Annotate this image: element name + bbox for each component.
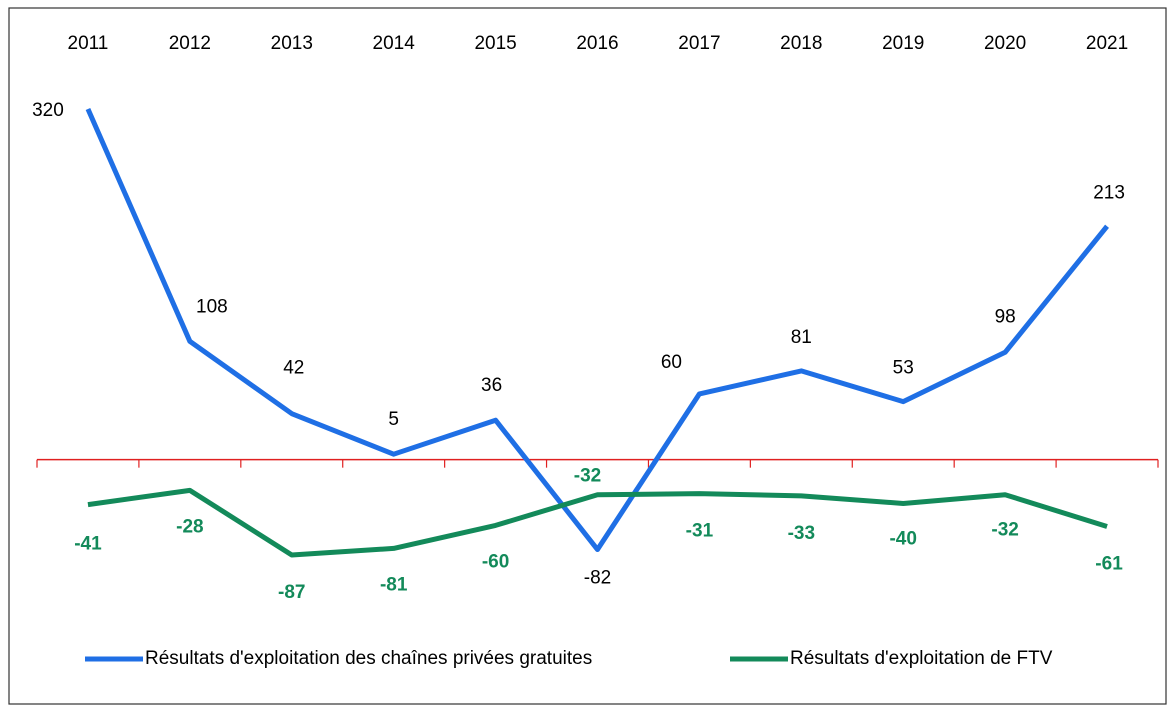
x-tick-label: 2015 [474,33,516,54]
data-label: 36 [481,375,502,396]
data-label: -81 [380,574,408,595]
data-label: 98 [995,306,1016,327]
chart-border [8,7,1167,705]
x-tick-label: 2017 [678,33,720,54]
data-label: -61 [1095,554,1123,575]
x-tick-label: 2019 [882,33,924,54]
x-tick-label: 2018 [780,33,822,54]
data-label: -40 [889,529,916,550]
x-tick-label: 2016 [576,33,618,54]
data-label: 81 [791,327,812,348]
data-label: -32 [574,466,601,487]
data-label: 213 [1093,182,1125,203]
x-tick-label: 2012 [169,33,211,54]
data-label: -87 [278,582,305,603]
x-tick-label: 2013 [271,33,313,54]
x-tick-label: 2014 [373,33,416,54]
data-label: 60 [661,352,682,373]
legend-label: Résultats d'exploitation des chaînes pri… [145,648,592,669]
data-label: 320 [32,100,64,121]
data-label: -28 [176,516,203,537]
legend-label: Résultats d'exploitation de FTV [790,648,1053,669]
data-label: -41 [74,534,102,555]
x-tick-label: 2011 [68,33,109,54]
data-label: 108 [196,296,228,317]
x-tick-label: 2021 [1086,33,1128,54]
series-line [87,487,1108,558]
data-label: 5 [388,409,399,430]
data-label: -33 [788,523,815,544]
data-label: -31 [686,521,714,542]
data-label: -60 [482,551,509,572]
x-tick-label: 2020 [984,33,1026,54]
data-label: 53 [893,358,914,379]
data-label: -32 [991,520,1018,541]
series-line [85,107,1109,553]
data-label: 42 [283,358,304,379]
data-label: -82 [584,568,611,589]
